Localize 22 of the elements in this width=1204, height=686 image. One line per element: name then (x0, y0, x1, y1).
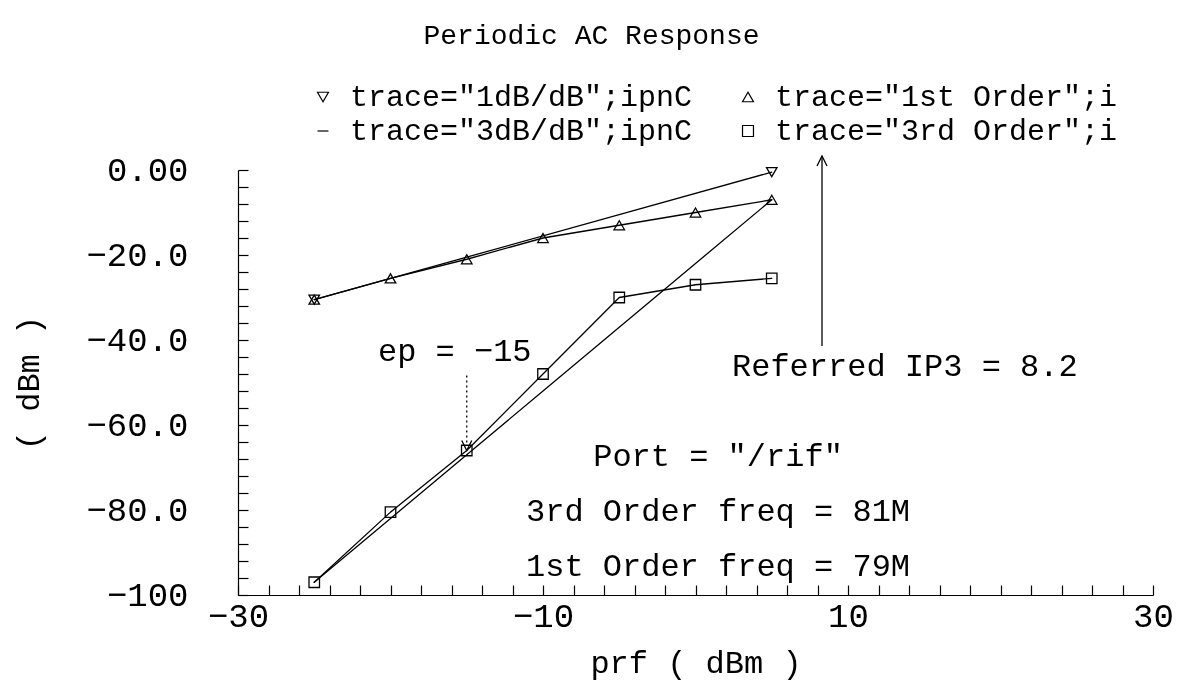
annotation: Referred IP3 = 8.2 (732, 349, 1078, 386)
y-tick-label: 0.00 (106, 152, 189, 191)
legend-label: trace="1st Order";i (775, 81, 1118, 115)
annotation: 3rd Order freq = 81M (525, 494, 911, 531)
y-tick-label: −60.0 (86, 407, 189, 446)
y-axis-title: ( dBm ) (12, 315, 50, 451)
x-tick-label: −30 (207, 598, 270, 637)
y-tick-label: −20.0 (86, 237, 189, 276)
x-axis-title: prf ( dBm ) (590, 645, 802, 683)
x-tick-label: 30 (1133, 598, 1174, 637)
annotation: ep = −15 (377, 333, 532, 371)
annotation: Port = "/rif" (593, 439, 843, 476)
x-tick-label: −10 (512, 598, 575, 637)
y-tick-label: −100 (106, 577, 189, 616)
annotation: 1st Order freq = 79M (525, 549, 911, 586)
y-tick-label: −80.0 (86, 492, 189, 531)
legend-label: trace="1dB/dB";ipnC (350, 81, 693, 115)
x-tick-label: 10 (828, 598, 869, 637)
legend-label: trace="3rd Order";i (775, 115, 1118, 149)
y-tick-label: −40.0 (86, 322, 189, 361)
legend-label: trace="3dB/dB";ipnC (350, 115, 693, 149)
chart-title: Periodic AC Response (423, 21, 760, 52)
